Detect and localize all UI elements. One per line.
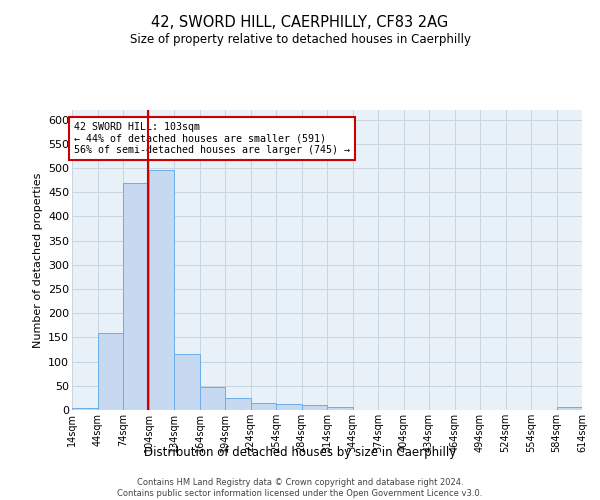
Bar bbox=[149, 170, 174, 410]
Text: Distribution of detached houses by size in Caerphilly: Distribution of detached houses by size … bbox=[144, 446, 456, 459]
Bar bbox=[199, 387, 225, 410]
Bar bbox=[302, 405, 327, 410]
Text: Contains HM Land Registry data © Crown copyright and database right 2024.
Contai: Contains HM Land Registry data © Crown c… bbox=[118, 478, 482, 498]
Bar bbox=[276, 404, 302, 410]
Text: 42 SWORD HILL: 103sqm
← 44% of detached houses are smaller (591)
56% of semi-det: 42 SWORD HILL: 103sqm ← 44% of detached … bbox=[74, 122, 350, 156]
Y-axis label: Number of detached properties: Number of detached properties bbox=[32, 172, 43, 348]
Bar bbox=[557, 406, 582, 410]
Bar bbox=[123, 182, 149, 410]
Bar bbox=[327, 406, 353, 410]
Bar bbox=[72, 408, 97, 410]
Text: 42, SWORD HILL, CAERPHILLY, CF83 2AG: 42, SWORD HILL, CAERPHILLY, CF83 2AG bbox=[151, 15, 449, 30]
Bar bbox=[251, 403, 276, 410]
Bar bbox=[97, 332, 123, 410]
Bar bbox=[225, 398, 251, 410]
Text: Size of property relative to detached houses in Caerphilly: Size of property relative to detached ho… bbox=[130, 32, 470, 46]
Bar bbox=[174, 354, 199, 410]
